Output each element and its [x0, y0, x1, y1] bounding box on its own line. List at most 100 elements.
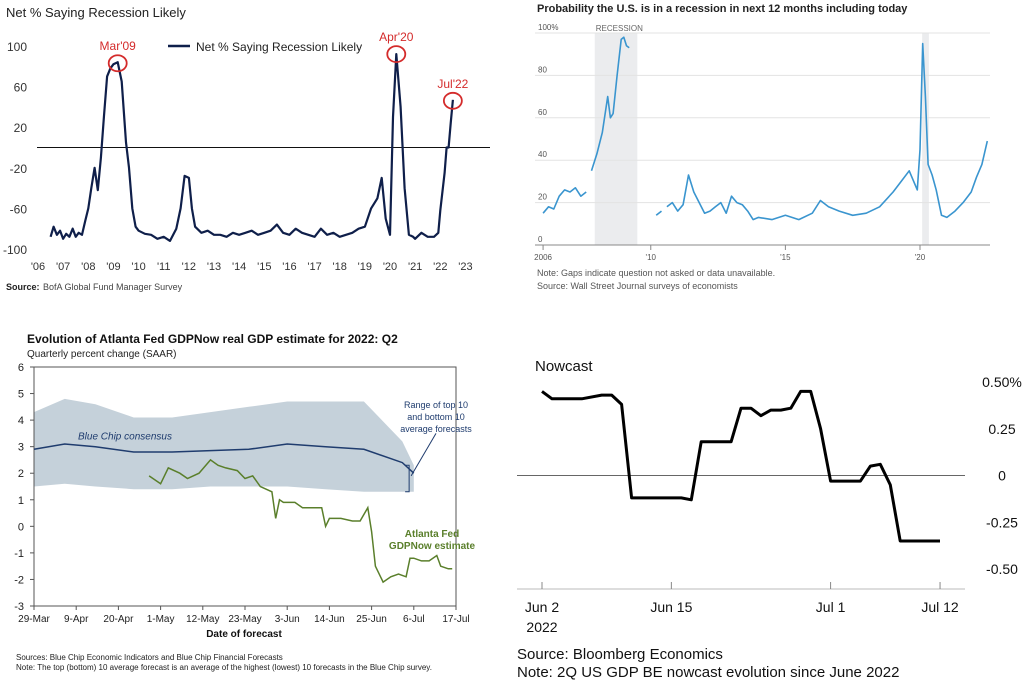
bofa-y-tick-label: -100 — [3, 243, 27, 257]
bofa-x-tick-label: '22 — [433, 261, 447, 273]
atl-gdpnow-line — [148, 458, 453, 584]
bofa-peak-label: Apr'20 — [379, 30, 414, 44]
wsj-recession-shade — [594, 33, 638, 245]
atl-x-tick-label: 14-Jun — [314, 614, 345, 625]
atl-y-tick-label: 2 — [18, 468, 24, 480]
atl-x-tick-label: 9-Apr — [64, 614, 89, 625]
bloomberg-nowcast-chart: Nowcast 0.50% 0.25 0 -0.25 -0.50 Jun 2 Jun 15 J… — [517, 358, 1022, 681]
atl-x-tick-label: 6-Jul — [403, 614, 425, 625]
wsj-series-line — [655, 210, 662, 216]
wsj-x-tick-label: '10 — [646, 253, 657, 262]
bofa-x-tick-label: '17 — [307, 261, 321, 273]
atl-x-tick-label: 29-Mar — [18, 614, 50, 625]
atl-chart-title: Evolution of Atlanta Fed GDPNow real GDP… — [27, 332, 398, 346]
nowcast-y-tick-label: 0.25 — [988, 421, 1015, 437]
atl-gdpnow-label: Atlanta Fed — [405, 529, 459, 540]
bofa-series-line — [49, 53, 454, 242]
bofa-x-tick-label: '21 — [408, 261, 422, 273]
wsj-recession-label: RECESSION — [596, 24, 643, 33]
nowcast-y-tick-label: 0.50% — [982, 374, 1022, 390]
atl-x-axis-label: Date of forecast — [206, 629, 282, 640]
bofa-peak-label: Mar'09 — [100, 39, 137, 53]
wsj-y-tick-label: 40 — [538, 150, 547, 159]
bofa-chart-title: Net % Saying Recession Likely — [6, 5, 186, 20]
bofa-x-tick-label: '18 — [333, 261, 347, 273]
bofa-y-tick-label: -20 — [10, 162, 28, 176]
atl-y-tick-label: 3 — [18, 442, 24, 454]
nowcast-y-tick-label: 0 — [998, 468, 1006, 484]
atl-range-label: Range of top 10 — [404, 400, 468, 410]
wsj-chart-title: Probability the U.S. is in a recession i… — [537, 3, 908, 15]
nowcast-series-line — [541, 389, 940, 543]
bofa-peak-circle — [442, 91, 463, 110]
atl-x-tick-label: 12-May — [186, 614, 219, 625]
atl-x-tick-label: 20-Apr — [103, 614, 134, 625]
wsj-note: Note: Gaps indicate question not asked o… — [537, 268, 775, 278]
wsj-source: Source: Wall Street Journal surveys of e… — [537, 281, 738, 291]
atl-gdpnow-label: GDPNow estimate — [389, 541, 476, 552]
bofa-source-label: Source: — [6, 282, 40, 292]
wsj-recession-shade — [922, 33, 929, 245]
bofa-recession-chart: Net % Saying Recession Likely 100 60 20 -20… — [3, 5, 490, 292]
atlanta-fed-gdpnow-chart: Evolution of Atlanta Fed GDPNow real GDP… — [14, 332, 475, 672]
bofa-x-tick-label: '10 — [131, 261, 145, 273]
wsj-series-line — [666, 42, 989, 221]
atl-range-bracket — [405, 464, 410, 493]
atl-bluechip-line — [33, 443, 415, 474]
bofa-source-text: BofA Global Fund Manager Survey — [43, 282, 183, 292]
atl-x-tick-label: 17-Jul — [442, 614, 469, 625]
wsj-y-tick-label: 60 — [538, 108, 547, 117]
wsj-recession-probability-chart: Probability the U.S. is in a recession i… — [534, 3, 990, 291]
atl-y-tick-label: 1 — [18, 495, 24, 507]
bofa-x-tick-label: '19 — [358, 261, 372, 273]
wsj-x-tick-label: 2006 — [534, 253, 552, 262]
bofa-x-tick-label: '15 — [257, 261, 271, 273]
wsj-x-tick-label: '20 — [915, 253, 926, 262]
nowcast-note: Note: 2Q US GDP BE nowcast evolution sin… — [517, 664, 899, 681]
nowcast-y-tick-label: -0.50 — [986, 561, 1018, 577]
bofa-peak-circle — [386, 45, 407, 64]
bofa-x-tick-label: '13 — [207, 261, 221, 273]
atl-bluechip-label: Blue Chip consensus — [78, 431, 172, 442]
nowcast-y-tick-label: -0.25 — [986, 514, 1018, 530]
atl-x-tick-label: 23-May — [228, 614, 261, 625]
atl-x-tick-label: 25-Jun — [356, 614, 387, 625]
atl-range-label: and bottom 10 — [407, 412, 465, 422]
atl-sources: Sources: Blue Chip Economic Indicators a… — [16, 653, 283, 662]
bofa-x-tick-label: '08 — [81, 261, 95, 273]
nowcast-x-tick-label: Jul 1 — [816, 599, 846, 615]
nowcast-title: Nowcast — [535, 358, 593, 375]
bofa-x-tick-label: '20 — [383, 261, 397, 273]
nowcast-x-tick-label: Jul 12 — [921, 599, 959, 615]
atl-x-tick-label: 3-Jun — [275, 614, 300, 625]
bofa-x-tick-label: '09 — [106, 261, 120, 273]
atl-y-tick-label: 4 — [18, 415, 24, 427]
wsj-y-tick-label: 80 — [538, 65, 547, 74]
bofa-x-tick-label: '12 — [182, 261, 196, 273]
bofa-y-tick-label: 100 — [7, 40, 27, 54]
bofa-y-tick-label: 20 — [14, 121, 28, 135]
bofa-x-tick-label: '11 — [157, 261, 171, 273]
atl-x-tick-label: 1-May — [147, 614, 175, 625]
bofa-legend-label: Net % Saying Recession Likely — [196, 40, 362, 54]
atl-y-tick-label: -2 — [14, 574, 24, 586]
bofa-y-tick-label: 60 — [14, 81, 28, 95]
bofa-peak-label: Jul'22 — [437, 77, 468, 91]
atl-chart-subtitle: Quarterly percent change (SAAR) — [27, 349, 177, 360]
wsj-y-tick-label: 100% — [538, 23, 558, 32]
bofa-x-tick-label: '16 — [282, 261, 296, 273]
bofa-x-tick-label: '07 — [56, 261, 70, 273]
wsj-series-line — [542, 187, 587, 214]
bofa-y-tick-label: -60 — [10, 202, 28, 216]
bofa-x-tick-label: '14 — [232, 261, 246, 273]
nowcast-x-tick-label: Jun 2 — [525, 599, 559, 615]
bofa-x-tick-label: '06 — [31, 261, 45, 273]
atl-range-pointer — [410, 433, 437, 477]
atl-range-label: average forecasts — [400, 424, 472, 434]
wsj-series-line — [590, 36, 630, 172]
atl-note: Note: The top (bottom) 10 average foreca… — [16, 663, 432, 672]
atl-y-tick-label: 0 — [18, 521, 24, 533]
bofa-peak-circle — [107, 54, 128, 73]
nowcast-source: Source: Bloomberg Economics — [517, 646, 723, 663]
